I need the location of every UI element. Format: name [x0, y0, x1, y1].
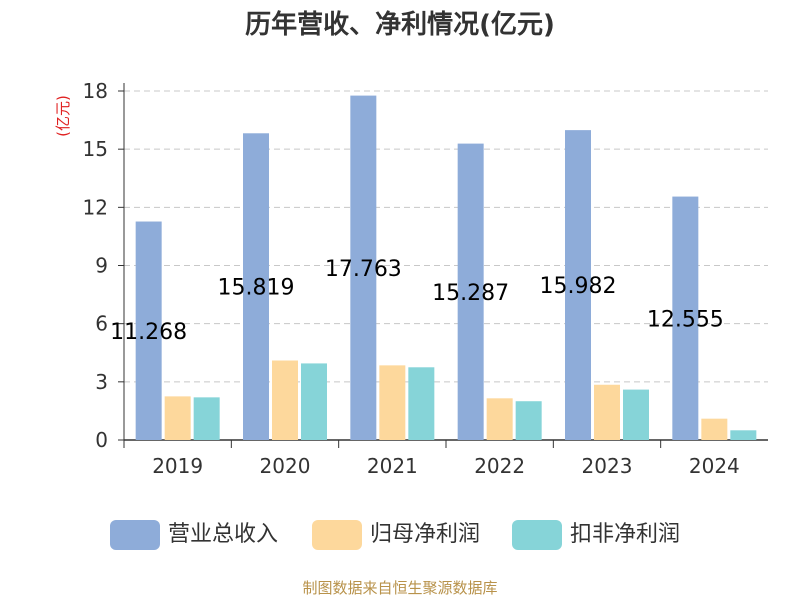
bar-net-profit[interactable]	[486, 398, 513, 440]
legend-swatch-revenue	[110, 520, 160, 550]
y-tick-label: 6	[95, 312, 108, 336]
y-tick-label: 0	[95, 428, 108, 452]
y-axis-unit-label: (亿元)	[54, 95, 72, 137]
bar-revenue[interactable]	[135, 221, 162, 440]
y-tick-label: 12	[83, 195, 108, 219]
legend-label-deducted-profit: 扣非净利润	[570, 522, 681, 547]
bar-deducted-profit[interactable]	[623, 389, 649, 440]
x-tick-label: 2023	[582, 454, 633, 478]
bar-deducted-profit[interactable]	[515, 401, 542, 440]
y-tick-label: 3	[95, 370, 108, 394]
bar-revenue[interactable]	[457, 143, 484, 440]
bar-revenue[interactable]	[565, 130, 591, 441]
x-tick-label: 2021	[367, 454, 418, 478]
bar-revenue[interactable]	[672, 196, 699, 440]
legend-label-net-profit: 归母净利润	[370, 522, 481, 547]
y-tick-label: 9	[95, 254, 108, 278]
bar-deducted-profit[interactable]	[730, 430, 757, 440]
bar-net-profit[interactable]	[379, 365, 406, 440]
legend-swatch-net-profit	[312, 520, 362, 550]
data-label-revenue: 15.982	[540, 274, 617, 299]
data-label-revenue: 15.819	[218, 276, 295, 301]
x-tick-label: 2019	[152, 454, 203, 478]
chart-title: 历年营收、净利情况(亿元)	[245, 10, 555, 40]
y-tick-label: 18	[83, 79, 108, 103]
legend-label-revenue: 营业总收入	[168, 522, 279, 547]
data-label-revenue: 17.763	[325, 257, 402, 282]
source-footer: 制图数据来自恒生聚源数据库	[302, 579, 498, 597]
data-label-revenue: 15.287	[432, 281, 509, 306]
bar-deducted-profit[interactable]	[301, 363, 327, 440]
bar-net-profit[interactable]	[272, 360, 298, 440]
x-tick-label: 2020	[260, 454, 311, 478]
bar-net-profit[interactable]	[701, 418, 728, 440]
legend-swatch-deducted-profit	[512, 520, 562, 550]
x-tick-label: 2022	[474, 454, 525, 478]
bar-deducted-profit[interactable]	[193, 397, 220, 440]
bar-revenue[interactable]	[350, 95, 377, 441]
bar-revenue[interactable]	[243, 133, 269, 440]
bar-net-profit[interactable]	[164, 396, 191, 440]
y-tick-label: 15	[83, 137, 108, 161]
bar-net-profit[interactable]	[594, 384, 620, 440]
bar-deducted-profit[interactable]	[408, 367, 435, 440]
data-label-revenue: 11.268	[110, 320, 187, 345]
x-tick-label: 2024	[689, 454, 740, 478]
data-label-revenue: 12.555	[647, 307, 724, 332]
